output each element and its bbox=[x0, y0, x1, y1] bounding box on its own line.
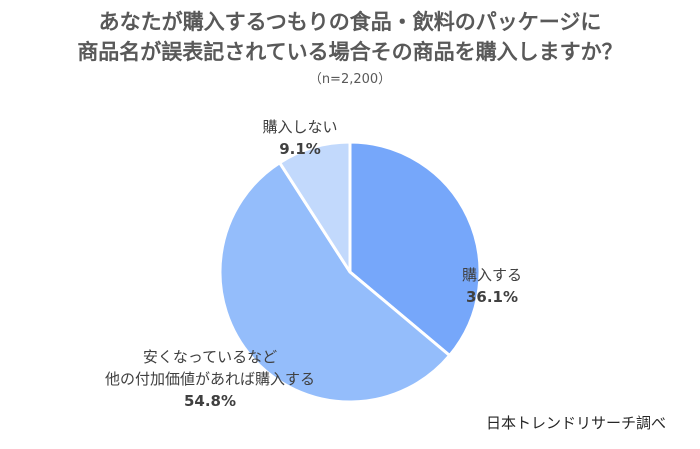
chart-subtitle: （n=2,200） bbox=[308, 72, 392, 87]
slice-label-buy-if-discount: 安くなっているなど 他の付加価値があれば購入する 54.8% bbox=[60, 346, 360, 412]
slice-category-not-buy: 購入しない bbox=[262, 118, 338, 136]
slice-percent-not-buy: 9.1% bbox=[279, 140, 321, 158]
slice-label-not-buy: 購入しない 9.1% bbox=[240, 116, 360, 160]
pie-slice-buy bbox=[348, 140, 482, 357]
chart-title-line-2: 商品名が誤表記されている場合その商品を購入しますか？ bbox=[77, 40, 623, 64]
pie-slice-buy-if-discount bbox=[218, 161, 452, 404]
pie-slice-not-buy bbox=[278, 140, 352, 274]
slice-category-buy: 購入する bbox=[461, 266, 522, 284]
slice-percent-buy-if-discount: 54.8% bbox=[183, 392, 237, 410]
source-note: 日本トレンドリサーチ調べ bbox=[485, 414, 666, 432]
chart-title-line-1: あなたが購入するつもりの食品・飲料のパッケージに bbox=[98, 10, 602, 34]
slice-category-buy-if-discount-line-2: 他の付加価値があれば購入する bbox=[104, 370, 315, 388]
slice-percent-buy: 36.1% bbox=[465, 288, 519, 306]
slice-label-buy: 購入する 36.1% bbox=[432, 264, 552, 308]
slice-category-buy-if-discount-line-1: 安くなっているなど bbox=[142, 348, 278, 366]
